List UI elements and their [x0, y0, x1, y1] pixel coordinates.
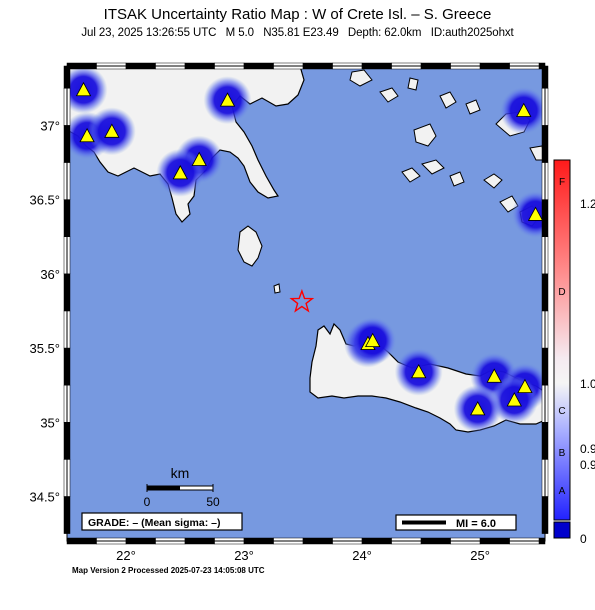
lon-tick-label: 22° [116, 548, 136, 563]
station-triangle [75, 81, 92, 97]
map-layers [67, 66, 545, 433]
station-triangle [470, 401, 486, 416]
event-id: ID:auth2025ohxt [430, 27, 514, 39]
latitude-labels: 37° 36.5° 36° 35.5° 35° 34.5° [29, 118, 60, 504]
station-triangle [79, 127, 95, 143]
lon-tick-label: 23° [234, 548, 254, 563]
lat-tick-label: 34.5° [29, 489, 60, 504]
uncertainty-halo [511, 190, 545, 239]
epicenter-marker [289, 288, 315, 313]
colorbar-letters: F D C B A [558, 177, 565, 497]
colorbar-value: 0.9 [580, 442, 595, 456]
station-markers [75, 81, 544, 416]
station-triangle [516, 102, 532, 117]
scale-max: 50 [206, 495, 220, 509]
event-depth: Depth: 62.0km [347, 27, 422, 39]
scale-min: 0 [144, 495, 151, 509]
colorbar-letter: F [559, 177, 565, 188]
colorbar-value: 0 [580, 532, 587, 546]
lat-tick-label: 37° [40, 118, 60, 133]
colorbar-gradient [553, 159, 571, 521]
scale-unit: km [171, 465, 190, 481]
station-triangle [527, 206, 544, 221]
colorbar-value: 0.9 [580, 458, 595, 472]
colorbar-value: 1.2 [580, 197, 595, 211]
antikythera-island [273, 283, 281, 294]
scale-bar: km 0 50 [144, 465, 220, 509]
grade-box: GRADE: – (Mean sigma: –) [81, 512, 243, 531]
mi-legend-text: MI = 6.0 [456, 518, 496, 530]
mi-legend: MI = 6.0 [395, 514, 517, 531]
colorbar-zero-swatch [553, 521, 571, 539]
station-triangle [365, 332, 381, 348]
lat-tick-label: 35.5° [29, 341, 60, 356]
station-triangle [191, 151, 207, 166]
longitude-labels: 22° 23° 24° 25° [116, 548, 490, 563]
lat-tick-label: 36.5° [29, 193, 60, 208]
map-border [66, 65, 546, 542]
station-triangle [172, 165, 188, 180]
map-title: ITSAK Uncertainty Ratio Map : W of Crete… [103, 6, 492, 23]
lat-tick-label: 36° [40, 267, 60, 282]
event-magnitude: M 5.0 [225, 27, 254, 39]
event-subtitle: Jul 23, 2025 13:26:55 UTC M 5.0 N35.81 E… [0, 27, 595, 39]
station-triangle [411, 363, 427, 379]
colorbar-letter: C [558, 406, 565, 417]
lat-tick-label: 35° [40, 415, 60, 430]
station-triangle [517, 378, 533, 394]
colorbar-letter: B [559, 448, 566, 459]
colorbar-values: 1.2 1.0 0.9 0.9 0 [580, 197, 595, 546]
station-triangle [104, 123, 120, 138]
station-triangle [486, 368, 502, 383]
event-datetime: Jul 23, 2025 13:26:55 UTC [81, 27, 217, 39]
lon-tick-label: 25° [470, 548, 490, 563]
colorbar-value: 1.0 [580, 377, 595, 391]
colorbar: F D C B A 1.2 1.0 0.9 0.9 0 [553, 159, 595, 546]
station-triangle [219, 92, 236, 107]
colorbar-letter: D [558, 287, 565, 298]
colorbar-letter: A [559, 486, 566, 497]
processing-footer: Map Version 2 Processed 2025-07-23 14:05… [72, 566, 265, 575]
kythira-island [237, 225, 263, 267]
station-triangle [506, 392, 522, 407]
grade-text: GRADE: – (Mean sigma: –) [88, 517, 220, 529]
epicenter-star [289, 288, 315, 313]
event-location: N35.81 E23.49 [263, 27, 339, 39]
lon-tick-label: 24° [352, 548, 372, 563]
